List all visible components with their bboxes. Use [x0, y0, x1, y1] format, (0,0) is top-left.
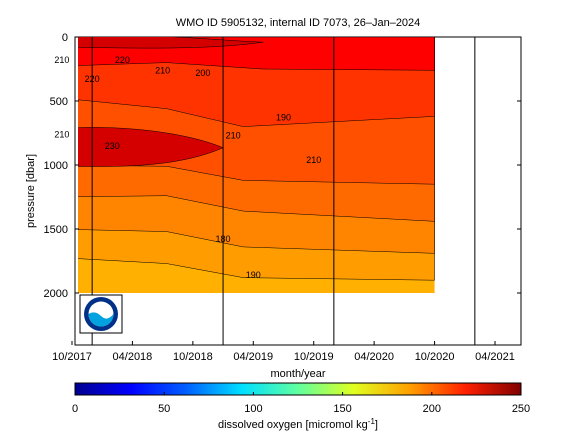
contour-label: 220 [115, 55, 130, 65]
colorbar-tick-label: 0 [72, 403, 78, 415]
chart-title: WMO ID 5905132, internal ID 7073, 26–Jan… [176, 17, 421, 29]
contour-label: 190 [276, 113, 291, 123]
x-tick-label: 10/2017 [52, 351, 92, 363]
x-tick-label: 04/2019 [233, 351, 273, 363]
oxygen-field [78, 37, 435, 293]
colorbar-tick-label: 100 [244, 403, 262, 415]
contour-label: 210 [155, 65, 170, 75]
y-tick-label: 1000 [44, 160, 68, 172]
y-axis-label: pressure [dbar] [25, 154, 37, 228]
colorbar-tick-label: 200 [423, 403, 441, 415]
contour-label: 230 [105, 141, 120, 151]
contour-label: 210 [226, 131, 241, 141]
colorbar-scale [74, 382, 522, 396]
x-tick-label: 10/2019 [294, 351, 334, 363]
colorbar: 0 50 100 150 200 250 dissolved oxygen [microm… [72, 382, 530, 431]
colorbar-tick-label: 250 [512, 403, 530, 415]
colorbar-ticks: 0 50 100 150 200 250 [72, 392, 530, 415]
vertical-markers [91, 37, 476, 345]
x-tick-label: 04/2021 [475, 351, 515, 363]
colorbar-tick-label: 50 [158, 403, 170, 415]
y-axis: 0 500 1000 1500 2000 [44, 32, 521, 300]
x-tick-label: 04/2020 [354, 351, 394, 363]
y-tick-label: 0 [62, 32, 68, 44]
colorbar-tick-label: 150 [333, 403, 351, 415]
logo-text: NOAA [94, 305, 109, 311]
contour-label: 200 [195, 68, 210, 78]
contour-label: 210 [54, 129, 69, 139]
y-tick-label: 500 [50, 96, 68, 108]
x-tick-label: 10/2018 [173, 351, 213, 363]
y-tick-label: 1500 [44, 224, 68, 236]
x-axis-label: month/year [270, 368, 325, 380]
noaa-logo: NOAA [79, 294, 123, 334]
x-axis: 10/2017 04/2018 10/2018 04/2019 10/2019 04/20… [52, 341, 515, 363]
contour-label: 210 [306, 155, 321, 165]
y-tick-label: 2000 [44, 288, 68, 300]
contour-label: 210 [54, 55, 69, 65]
x-tick-label: 10/2020 [415, 351, 455, 363]
oxygen-core-1 [78, 37, 264, 49]
x-tick-label: 04/2018 [113, 351, 153, 363]
contour-label: 190 [246, 270, 261, 280]
colorbar-label: dissolved oxygen [micromol kg-1] [218, 417, 378, 431]
